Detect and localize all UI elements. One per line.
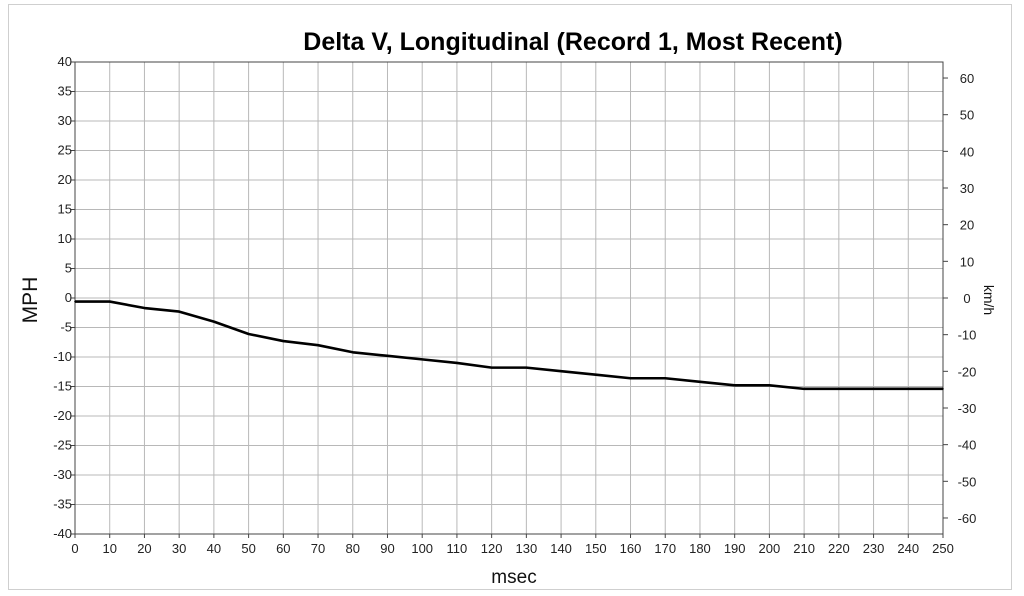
- y-tick-label-40: 40: [58, 54, 72, 69]
- y-tick-label--10: -10: [53, 349, 72, 364]
- x-tick-label-40: 40: [207, 541, 221, 556]
- x-tick-label-50: 50: [241, 541, 255, 556]
- y-tick-label-25: 25: [58, 143, 72, 158]
- y-tick-label-15: 15: [58, 202, 72, 217]
- y-tick-label-10: 10: [58, 231, 72, 246]
- x-tick-label-70: 70: [311, 541, 325, 556]
- y2-tick-label-40: 40: [960, 144, 974, 159]
- y-tick-label--35: -35: [53, 497, 72, 512]
- series-line-0: [75, 300, 943, 391]
- data-point-110: [456, 362, 458, 364]
- x-tick-label-180: 180: [689, 541, 711, 556]
- y2-tick-label-10: 10: [960, 254, 974, 269]
- y2-tick-label-0: 0: [963, 291, 970, 306]
- y-tick-label--25: -25: [53, 438, 72, 453]
- x-tick-label-90: 90: [380, 541, 394, 556]
- y-tick-label--15: -15: [53, 379, 72, 394]
- series-group: [74, 300, 944, 391]
- y-tick-label-35: 35: [58, 84, 72, 99]
- y2-tick-label--40: -40: [958, 438, 977, 453]
- x-tick-label-220: 220: [828, 541, 850, 556]
- data-point-200: [768, 384, 771, 387]
- y2-tick-label--50: -50: [958, 474, 977, 489]
- data-point-220: [838, 388, 840, 390]
- y2-tick-label-30: 30: [960, 181, 974, 196]
- data-point-230: [872, 388, 875, 390]
- y-tick-label--5: -5: [60, 320, 72, 335]
- y2-tick-label--30: -30: [958, 401, 977, 416]
- y2-tick-label-60: 60: [960, 71, 974, 86]
- y2-axis-title: km/h: [981, 285, 997, 315]
- y2-axis-ticks: 60 50 40 30 20 10 0 -10 -20 -30 -40 -50 -60: [943, 71, 976, 526]
- grid-lines: [74, 61, 944, 535]
- x-tick-label-110: 110: [447, 541, 468, 556]
- data-point-10: [108, 300, 111, 303]
- data-point-50: [247, 333, 250, 335]
- y-tick-label-20: 20: [58, 172, 72, 187]
- data-point-100: [421, 358, 424, 361]
- x-tick-label-100: 100: [411, 541, 433, 556]
- x-axis-ticks: 0 10 20 30 40 50 60 70 80 90 100 110 120 130 140 150 160…: [71, 534, 954, 556]
- x-tick-label-0: 0: [71, 541, 78, 556]
- x-tick-label-230: 230: [863, 541, 885, 556]
- data-point-140: [560, 370, 562, 372]
- x-tick-label-160: 160: [620, 541, 642, 556]
- y-tick-label-0: 0: [65, 290, 72, 305]
- data-point-20: [143, 307, 146, 309]
- x-tick-label-10: 10: [102, 541, 116, 556]
- data-point-170: [664, 377, 667, 380]
- data-point-190: [733, 384, 736, 387]
- y2-tick-label--60: -60: [958, 511, 977, 526]
- x-axis-title: msec: [491, 567, 536, 588]
- y-tick-label-30: 30: [58, 113, 72, 128]
- data-point-60: [282, 340, 285, 342]
- data-point-180: [699, 380, 701, 383]
- data-point-90: [386, 355, 389, 357]
- x-tick-label-120: 120: [481, 541, 503, 556]
- x-tick-label-140: 140: [550, 541, 572, 556]
- x-tick-label-250: 250: [932, 541, 954, 556]
- y-axis-title: MPH: [19, 277, 42, 324]
- x-tick-label-130: 130: [516, 541, 538, 556]
- x-tick-label-210: 210: [793, 541, 815, 556]
- y-tick-label--20: -20: [53, 408, 72, 423]
- y2-tick-label-20: 20: [960, 218, 974, 233]
- data-point-210: [803, 388, 805, 390]
- data-point-150: [595, 373, 597, 376]
- x-tick-label-30: 30: [172, 541, 186, 556]
- x-tick-label-20: 20: [137, 541, 151, 556]
- x-tick-label-200: 200: [759, 541, 781, 556]
- x-tick-label-150: 150: [585, 541, 607, 556]
- data-point-120: [490, 366, 493, 369]
- y2-tick-label--20: -20: [958, 364, 977, 379]
- data-point-250: [942, 388, 944, 390]
- y2-tick-label--10: -10: [958, 328, 977, 343]
- x-tick-label-80: 80: [346, 541, 360, 556]
- data-point-0: [74, 300, 76, 303]
- data-point-40: [213, 320, 215, 323]
- data-point-30: [178, 310, 180, 313]
- y-axis-ticks: 40 35 30 25 20 15 10 5 0 -5 -10 -15 -20 -25 -30 -35 -40: [53, 54, 75, 541]
- y2-tick-label-50: 50: [960, 108, 974, 123]
- chart-frame: [8, 4, 1012, 590]
- y-tick-label--40: -40: [53, 526, 72, 541]
- y-tick-label-5: 5: [65, 261, 72, 276]
- data-point-130: [525, 366, 528, 369]
- x-tick-label-190: 190: [724, 541, 746, 556]
- x-tick-label-60: 60: [276, 541, 290, 556]
- y-tick-label--30: -30: [53, 467, 72, 482]
- x-tick-label-240: 240: [897, 541, 919, 556]
- data-point-160: [629, 377, 632, 380]
- data-point-80: [351, 351, 354, 354]
- data-point-70: [317, 344, 319, 347]
- data-point-240: [907, 388, 910, 390]
- chart-title: Delta V, Longitudinal (Record 1, Most Re…: [303, 28, 842, 56]
- x-tick-label-170: 170: [654, 541, 676, 556]
